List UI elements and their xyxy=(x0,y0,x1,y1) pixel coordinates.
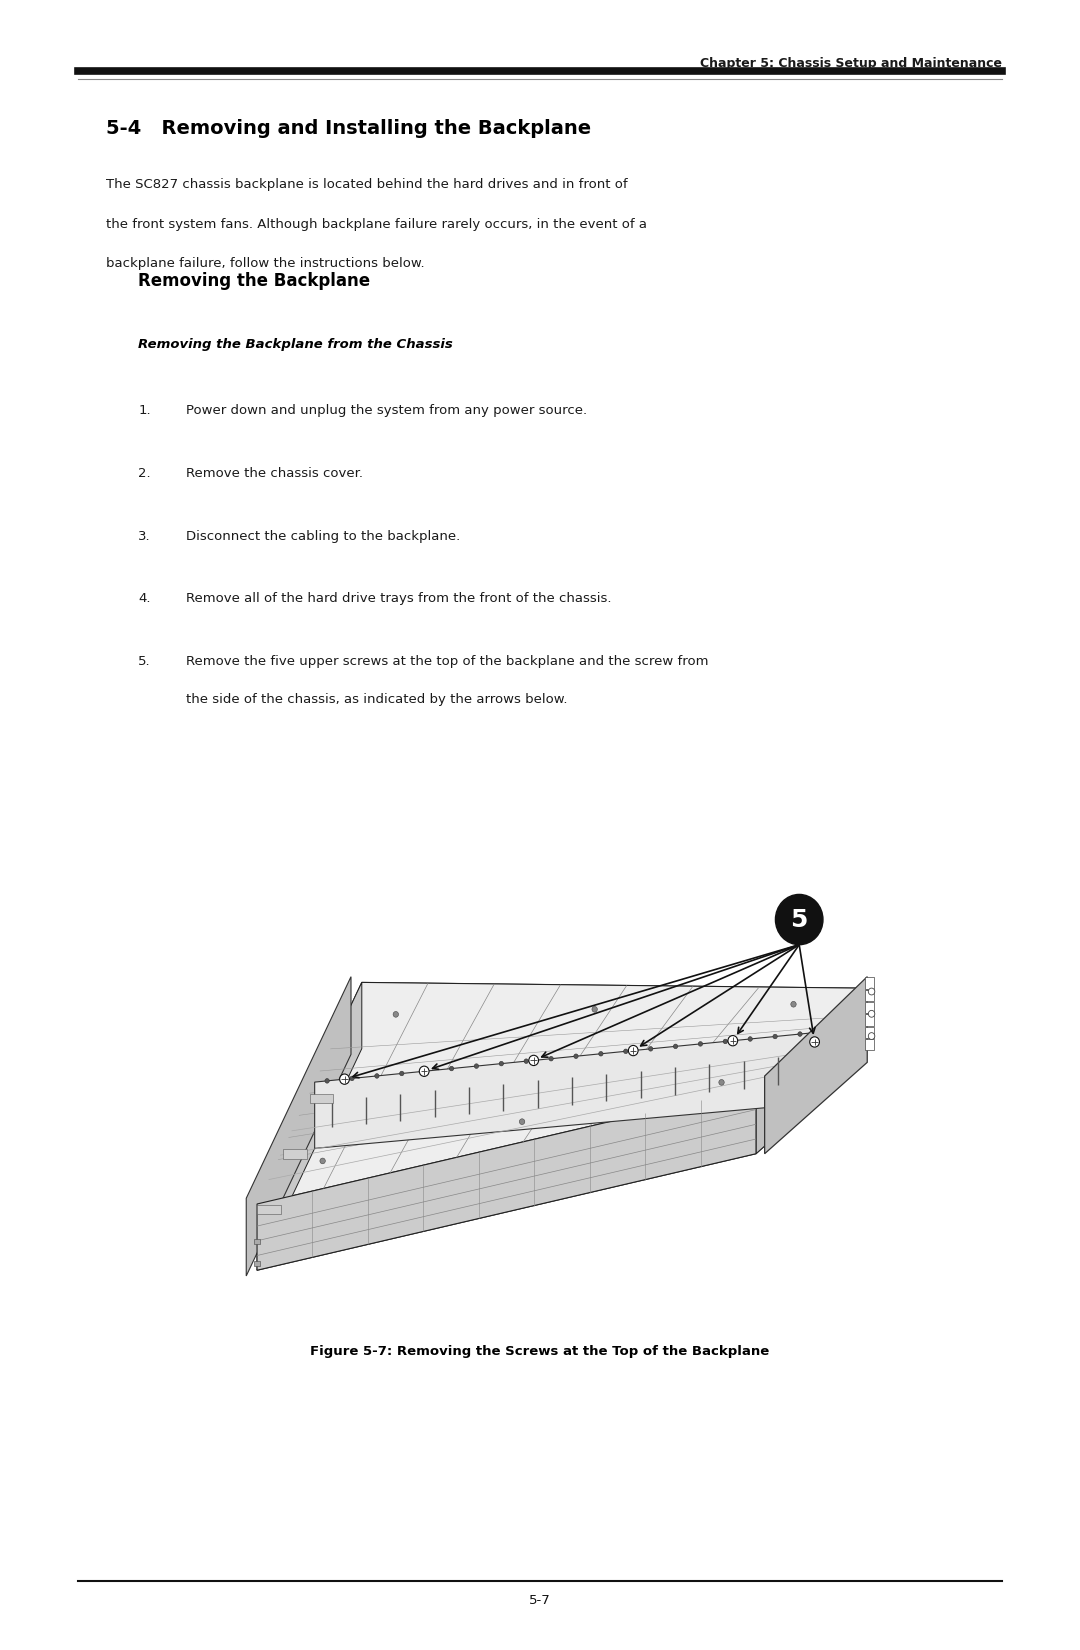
Bar xyxy=(865,1015,874,1026)
Circle shape xyxy=(623,1049,627,1054)
Text: 5-7: 5-7 xyxy=(529,1594,551,1607)
Bar xyxy=(865,977,874,988)
Polygon shape xyxy=(257,1087,756,1270)
Polygon shape xyxy=(765,977,867,1153)
Bar xyxy=(865,1026,874,1038)
Circle shape xyxy=(598,1051,603,1056)
Circle shape xyxy=(549,1056,553,1061)
Circle shape xyxy=(499,1061,503,1066)
Circle shape xyxy=(424,1069,429,1072)
Circle shape xyxy=(791,1002,796,1006)
Text: Remove the chassis cover.: Remove the chassis cover. xyxy=(186,467,363,480)
Circle shape xyxy=(592,1006,597,1011)
Circle shape xyxy=(719,1079,725,1086)
Circle shape xyxy=(773,1035,778,1040)
Circle shape xyxy=(868,1010,875,1016)
Polygon shape xyxy=(246,977,351,1275)
Circle shape xyxy=(340,1074,350,1084)
Text: Chapter 5: Chassis Setup and Maintenance: Chapter 5: Chassis Setup and Maintenance xyxy=(700,56,1002,69)
Polygon shape xyxy=(257,982,859,1204)
Circle shape xyxy=(350,1076,354,1081)
Bar xyxy=(865,1040,874,1051)
Circle shape xyxy=(529,1056,539,1066)
Circle shape xyxy=(320,1158,325,1163)
Bar xyxy=(254,1261,260,1266)
Circle shape xyxy=(474,1064,478,1068)
Text: Disconnect the cabling to the backplane.: Disconnect the cabling to the backplane. xyxy=(186,530,460,543)
Circle shape xyxy=(524,1059,528,1064)
Bar xyxy=(865,990,874,1002)
Circle shape xyxy=(393,1011,399,1016)
Circle shape xyxy=(419,1066,429,1076)
Circle shape xyxy=(724,1040,728,1044)
Bar xyxy=(865,1002,874,1013)
Circle shape xyxy=(648,1046,652,1051)
Circle shape xyxy=(375,1074,379,1077)
Bar xyxy=(254,1239,260,1244)
Text: Figure 5-7: Removing the Screws at the Top of the Backplane: Figure 5-7: Removing the Screws at the T… xyxy=(310,1345,770,1358)
Circle shape xyxy=(868,1033,875,1040)
Circle shape xyxy=(674,1044,678,1049)
Text: 4.: 4. xyxy=(138,592,151,606)
Circle shape xyxy=(449,1066,454,1071)
Text: Remove the five upper screws at the top of the backplane and the screw from: Remove the five upper screws at the top … xyxy=(186,655,708,668)
Polygon shape xyxy=(362,982,859,1063)
Circle shape xyxy=(573,1054,578,1059)
Text: 5-4   Removing and Installing the Backplane: 5-4 Removing and Installing the Backplan… xyxy=(106,119,591,139)
Polygon shape xyxy=(314,1033,812,1148)
Circle shape xyxy=(629,1046,638,1056)
Text: Power down and unplug the system from any power source.: Power down and unplug the system from an… xyxy=(186,404,586,417)
Polygon shape xyxy=(756,988,859,1153)
Text: Removing the Backplane: Removing the Backplane xyxy=(138,272,370,290)
Text: Remove all of the hard drive trays from the front of the chassis.: Remove all of the hard drive trays from … xyxy=(186,592,611,606)
Text: the side of the chassis, as indicated by the arrows below.: the side of the chassis, as indicated by… xyxy=(186,693,567,706)
Circle shape xyxy=(400,1071,404,1076)
Text: 5.: 5. xyxy=(138,655,151,668)
Text: the front system fans. Although backplane failure rarely occurs, in the event of: the front system fans. Although backplan… xyxy=(106,218,647,231)
Circle shape xyxy=(519,1119,525,1125)
Text: 2.: 2. xyxy=(138,467,151,480)
Circle shape xyxy=(775,894,823,945)
Circle shape xyxy=(728,1036,738,1046)
Text: 5: 5 xyxy=(791,908,808,932)
Circle shape xyxy=(798,1031,802,1036)
Circle shape xyxy=(748,1036,753,1041)
Circle shape xyxy=(868,988,875,995)
Circle shape xyxy=(325,1079,329,1082)
Bar xyxy=(310,1094,334,1104)
Text: The SC827 chassis backplane is located behind the hard drives and in front of: The SC827 chassis backplane is located b… xyxy=(106,178,627,191)
Text: backplane failure, follow the instructions below.: backplane failure, follow the instructio… xyxy=(106,257,424,271)
Text: 1.: 1. xyxy=(138,404,151,417)
Circle shape xyxy=(810,1036,820,1048)
Bar xyxy=(257,1204,281,1214)
Bar xyxy=(283,1150,307,1158)
Circle shape xyxy=(699,1041,703,1046)
Text: 3.: 3. xyxy=(138,530,151,543)
Polygon shape xyxy=(257,982,362,1270)
Polygon shape xyxy=(257,1049,859,1270)
Text: Removing the Backplane from the Chassis: Removing the Backplane from the Chassis xyxy=(138,338,453,351)
